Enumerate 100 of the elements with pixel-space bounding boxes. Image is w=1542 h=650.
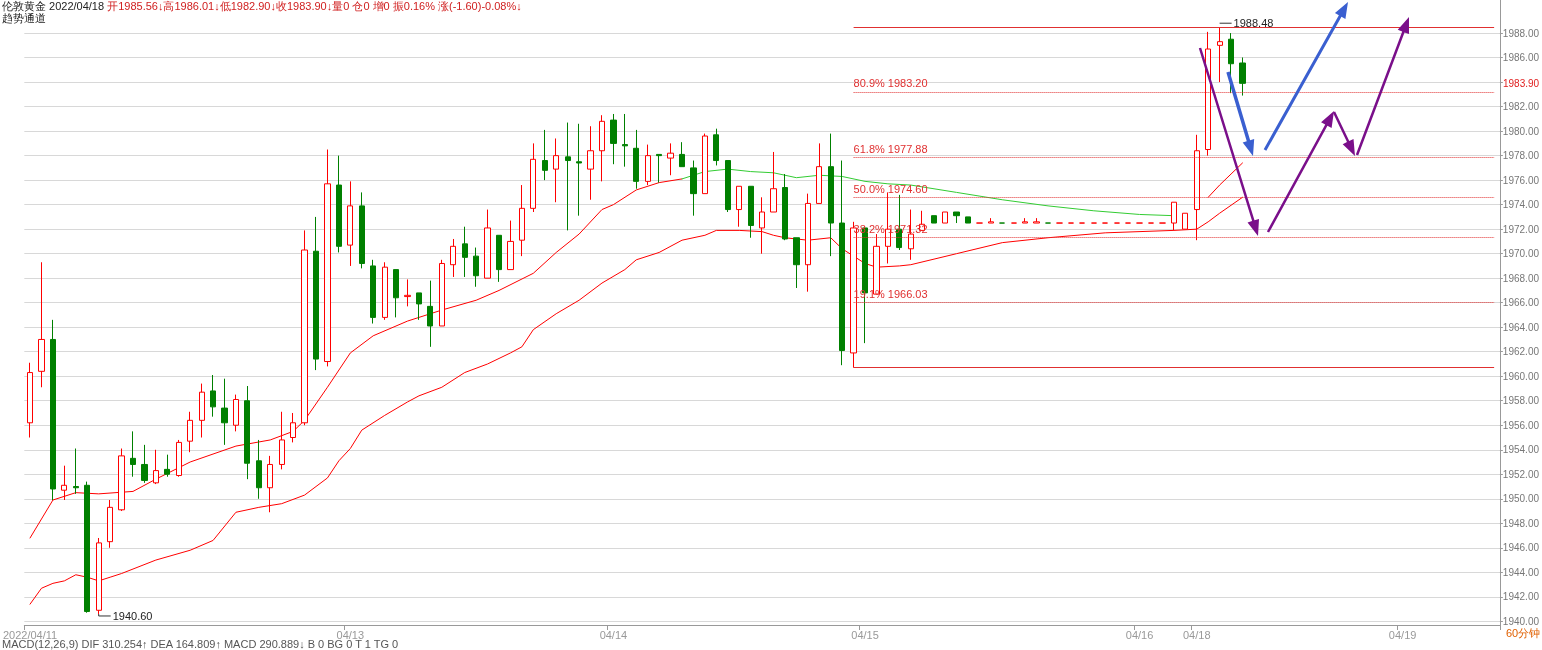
candlestick xyxy=(530,142,536,213)
candlestick xyxy=(496,234,502,283)
x-tick-label: 04/18 xyxy=(1182,628,1211,641)
candlestick xyxy=(1033,217,1040,224)
candlestick xyxy=(953,211,960,224)
candlestick xyxy=(782,173,788,241)
candlestick xyxy=(130,430,136,478)
candlestick xyxy=(404,278,411,307)
candlestick xyxy=(256,439,262,500)
x-tick-label: 04/19 xyxy=(1388,628,1417,641)
y-tick-label: 1958.00 xyxy=(1502,395,1540,407)
candlestick xyxy=(118,448,125,512)
candlestick xyxy=(725,160,731,213)
candlestick xyxy=(965,216,971,224)
candlestick xyxy=(153,449,159,485)
candlestick xyxy=(542,129,548,181)
candlestick xyxy=(38,261,45,388)
candlestick xyxy=(370,259,376,325)
x-tick-label: 04/13 xyxy=(336,628,365,641)
candlestick xyxy=(587,125,594,201)
candlestick xyxy=(313,216,319,371)
y-tick-label: 1986.00 xyxy=(1502,52,1540,64)
ref-line-label: 50.0% 1974.60 xyxy=(853,182,928,195)
candlestick xyxy=(679,141,685,168)
text: MACD(12,26,9) DIF 310.254↑ DEA 164.809↑ MACD 290.889↓ B 0 BG 0 T 1 TG 0 xyxy=(2,638,399,650)
candlestick xyxy=(164,454,170,478)
candlestick xyxy=(507,220,514,271)
annotation: 开1985.56↓高1986.01↓低1982.90↓收1983.90↓量0 仓0 增0 振0.16% 涨(-1.60)-0.08%↓ xyxy=(107,0,522,12)
candlestick xyxy=(736,185,742,228)
y-tick-label: 1946.00 xyxy=(1502,542,1540,554)
y-tick-label: 1972.00 xyxy=(1502,223,1540,235)
candlestick xyxy=(199,383,205,438)
candlestick xyxy=(1171,201,1177,231)
candlestick xyxy=(27,362,33,438)
candlestick xyxy=(519,184,525,257)
candlestick xyxy=(828,133,834,257)
candlestick xyxy=(290,412,296,443)
candlestick xyxy=(793,237,800,289)
candlestick xyxy=(187,411,193,453)
candlestick xyxy=(702,133,708,195)
candlestick xyxy=(1182,212,1188,230)
y-tick-label: 1962.00 xyxy=(1502,346,1540,358)
candlestick xyxy=(210,374,216,418)
line-series xyxy=(1207,162,1243,198)
candlestick xyxy=(1228,32,1234,94)
candlestick xyxy=(816,142,822,204)
candlestick xyxy=(359,191,365,269)
x-tick-label: 04/16 xyxy=(1125,628,1154,641)
candlestick xyxy=(1022,217,1028,224)
candlestick xyxy=(84,481,90,614)
x-tick-label: 04/15 xyxy=(851,628,879,641)
y-tick-label: 1968.00 xyxy=(1502,272,1540,284)
y-tick-label: 1948.00 xyxy=(1502,517,1540,529)
x-tick-label: 04/14 xyxy=(599,628,628,641)
y-tick-label: 1964.00 xyxy=(1502,321,1540,333)
candlestick xyxy=(667,142,674,176)
candlestick xyxy=(382,261,388,321)
candlestick xyxy=(565,122,571,231)
candlestick xyxy=(553,137,559,203)
candlestick xyxy=(336,155,342,253)
candlestick xyxy=(633,129,639,190)
y-tick-label: 1982.00 xyxy=(1502,101,1540,113)
y-tick-label: 1978.00 xyxy=(1502,150,1540,162)
candlestick xyxy=(748,185,754,239)
text: 60分钟 xyxy=(1506,627,1541,639)
candlestick xyxy=(1205,31,1211,157)
y-tick-label: 1970.00 xyxy=(1502,248,1540,260)
candlestick xyxy=(244,385,250,480)
annotation: 1988.48 xyxy=(1233,17,1274,30)
candlestick xyxy=(622,113,628,168)
y-tick-label: 1950.00 xyxy=(1502,493,1540,505)
candlestick xyxy=(267,455,273,513)
candlestick xyxy=(690,160,697,217)
y-tick-label: 1974.00 xyxy=(1502,199,1540,211)
candlestick xyxy=(576,123,582,217)
chart-title: 伦敦黄金 2022/04/18 xyxy=(2,0,105,12)
candlestick xyxy=(713,128,719,166)
y-tick-label: 1960.00 xyxy=(1502,370,1540,382)
ref-line-label: 61.8% 1977.88 xyxy=(853,142,928,155)
ref-line-label: 80.9% 1983.20 xyxy=(853,77,928,90)
y-tick-label: 1944.00 xyxy=(1502,566,1540,578)
candlestick xyxy=(1239,56,1246,97)
candlestick xyxy=(931,215,937,224)
candlestick xyxy=(462,226,468,278)
candlestick xyxy=(427,280,433,348)
candlestick xyxy=(439,259,445,327)
candlestick xyxy=(141,444,148,484)
candlestick xyxy=(176,439,182,478)
y-tick-label: 1988.00 xyxy=(1502,27,1540,39)
candlestick xyxy=(279,411,285,470)
candlestick xyxy=(770,151,777,213)
annotation: 1940.60 xyxy=(112,609,153,622)
y-tick-label: 1940.00 xyxy=(1502,615,1540,627)
candlestick xyxy=(416,292,422,321)
candlestick xyxy=(324,149,331,367)
y-tick-label: 1956.00 xyxy=(1502,419,1540,431)
candlestick xyxy=(233,394,239,432)
candlestick xyxy=(221,378,228,446)
candlestick xyxy=(656,153,662,184)
candlestick xyxy=(450,238,456,278)
